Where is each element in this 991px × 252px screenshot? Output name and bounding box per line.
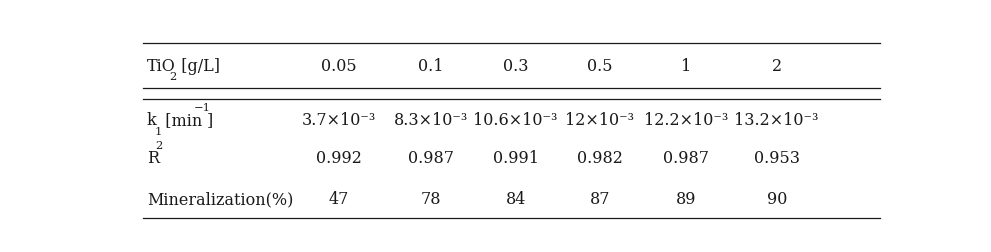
Text: 0.953: 0.953 (754, 150, 800, 167)
Text: 47: 47 (329, 191, 349, 207)
Text: 0.05: 0.05 (321, 58, 357, 75)
Text: 0.987: 0.987 (663, 150, 710, 167)
Text: 1: 1 (682, 58, 692, 75)
Text: R: R (147, 150, 159, 167)
Text: 89: 89 (676, 191, 697, 207)
Text: 12×10⁻³: 12×10⁻³ (566, 112, 634, 129)
Text: 2: 2 (156, 141, 163, 151)
Text: −1: −1 (194, 103, 211, 113)
Text: [min: [min (162, 112, 202, 129)
Text: 84: 84 (505, 191, 526, 207)
Text: 0.991: 0.991 (493, 150, 538, 167)
Text: 87: 87 (590, 191, 610, 207)
Text: 78: 78 (421, 191, 441, 207)
Text: TiO: TiO (147, 58, 175, 75)
Text: 3.7×10⁻³: 3.7×10⁻³ (301, 112, 377, 129)
Text: 0.1: 0.1 (418, 58, 444, 75)
Text: ]: ] (206, 112, 213, 129)
Text: 90: 90 (766, 191, 787, 207)
Text: 2: 2 (169, 72, 176, 82)
Text: 12.2×10⁻³: 12.2×10⁻³ (644, 112, 728, 129)
Text: 0.992: 0.992 (316, 150, 362, 167)
Text: 1: 1 (155, 126, 162, 136)
Text: [g/L]: [g/L] (178, 58, 220, 75)
Text: k: k (147, 112, 157, 129)
Text: 0.3: 0.3 (502, 58, 528, 75)
Text: Mineralization(%): Mineralization(%) (147, 191, 293, 207)
Text: 13.2×10⁻³: 13.2×10⁻³ (734, 112, 819, 129)
Text: 0.982: 0.982 (577, 150, 623, 167)
Text: 0.5: 0.5 (588, 58, 612, 75)
Text: 2: 2 (772, 58, 782, 75)
Text: 8.3×10⁻³: 8.3×10⁻³ (393, 112, 469, 129)
Text: 10.6×10⁻³: 10.6×10⁻³ (474, 112, 558, 129)
Text: 0.987: 0.987 (408, 150, 454, 167)
